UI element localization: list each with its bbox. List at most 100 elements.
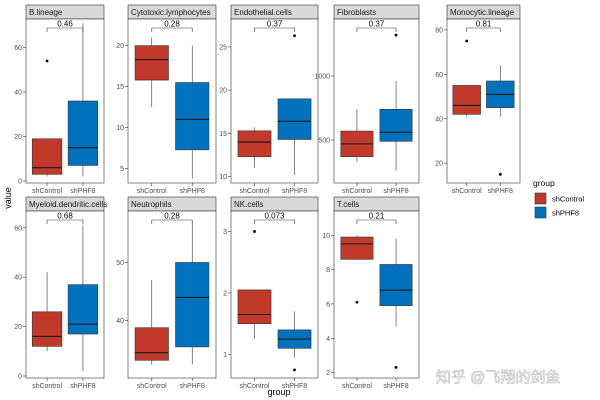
y-tick-label-t-cells: 10 xyxy=(322,233,330,240)
y-tick-label-neutrophils: 50 xyxy=(116,260,124,267)
box-neutrophils-shphf8 xyxy=(175,262,210,348)
y-tick-label-b-lineage: 40 xyxy=(14,90,22,97)
strip-title-neutrophils: Neutrophils xyxy=(131,200,171,209)
strip-title-monocytic-lineage: Monocytic.lineage xyxy=(450,8,515,17)
box-nk-cells-shcontrol xyxy=(237,289,272,325)
y-tick-label-b-lineage: 60 xyxy=(14,45,22,52)
outlier-monocytic-lineage-shcontrol xyxy=(465,39,469,43)
outlier-t-cells-shphf8 xyxy=(394,366,398,369)
legend: group shControl shPHF8 xyxy=(533,178,584,219)
y-tick-label-monocytic-lineage: 60 xyxy=(435,72,443,79)
outlier-monocytic-lineage-shphf8 xyxy=(498,172,502,176)
y-tick-label-nk-cells: 2 xyxy=(223,290,227,297)
x-tick-label-nk-cells: shPHF8 xyxy=(282,383,307,390)
pvalue-bracket-t-cells xyxy=(356,219,397,224)
y-tick-label-monocytic-lineage: 20 xyxy=(435,161,443,168)
y-tick-label-cytotoxic-lymphocytes: 15 xyxy=(116,84,124,91)
x-tick-label-endothelial-cells: shPHF8 xyxy=(282,188,307,195)
y-tick-label-b-lineage: 20 xyxy=(14,134,22,141)
panel-t-cells: T.cells 2 4 6 8 10 shControl shPHF8 0.21 xyxy=(322,196,420,390)
x-tick-label-t-cells: shControl xyxy=(342,383,372,390)
x-tick-label-cytotoxic-lymphocytes: shControl xyxy=(137,188,167,195)
panel-nk-cells: NK.cells 1 2 3 shControl shPHF8 0.073 xyxy=(223,196,319,390)
y-tick-label-neutrophils: 40 xyxy=(116,318,124,325)
box-b-lineage-shcontrol xyxy=(31,138,63,175)
pvalue-label-b-lineage: 0.46 xyxy=(57,20,73,29)
y-tick-label-nk-cells: 3 xyxy=(223,229,227,236)
box-myeloid-dendritic-cells-shcontrol xyxy=(31,311,63,347)
x-axis-title: group xyxy=(267,387,290,397)
panel-myeloid-dendritic-cells: Myeloid.dendritic.cells 0 20 40 60 shControl s… xyxy=(14,196,107,390)
y-tick-label-monocytic-lineage: 80 xyxy=(435,27,443,34)
legend-label-shcontrol: shControl xyxy=(552,195,584,204)
x-tick-label-monocytic-lineage: shControl xyxy=(452,188,482,195)
y-tick-label-b-lineage: 0 xyxy=(18,179,22,186)
y-tick-label-t-cells: 4 xyxy=(326,336,330,343)
legend-title: group xyxy=(533,178,555,188)
panel-fibroblasts: Fibroblasts 500 1000 shControl shPHF8 0.37 xyxy=(314,4,420,195)
pvalue-label-neutrophils: 0.28 xyxy=(164,212,180,221)
outlier-t-cells-shcontrol xyxy=(355,300,359,304)
outlier-fibroblasts-shphf8 xyxy=(394,33,398,37)
x-tick-label-fibroblasts: shPHF8 xyxy=(383,188,408,195)
y-tick-label-myeloid-dendritic-cells: 40 xyxy=(14,275,22,282)
y-axis-title: value xyxy=(3,187,13,209)
box-cytotoxic-lymphocytes-shphf8 xyxy=(175,82,210,151)
y-tick-label-monocytic-lineage: 40 xyxy=(435,116,443,123)
x-tick-label-myeloid-dendritic-cells: shControl xyxy=(32,383,62,390)
strip-title-fibroblasts: Fibroblasts xyxy=(337,8,376,17)
pvalue-label-t-cells: 0.21 xyxy=(369,212,385,221)
legend-swatch-shphf8 xyxy=(534,206,547,219)
y-tick-label-endothelial-cells: 15 xyxy=(219,131,227,138)
y-tick-label-endothelial-cells: 20 xyxy=(219,88,227,95)
outlier-endothelial-cells-shphf8 xyxy=(293,34,296,38)
outlier-nk-cells-shphf8 xyxy=(293,368,296,372)
box-t-cells-shcontrol xyxy=(340,236,374,260)
strip-title-t-cells: T.cells xyxy=(337,200,359,209)
x-tick-label-b-lineage: shControl xyxy=(32,188,62,195)
box-cytotoxic-lymphocytes-shcontrol xyxy=(134,45,169,81)
pvalue-label-monocytic-lineage: 0.81 xyxy=(476,20,492,29)
x-tick-label-cytotoxic-lymphocytes: shPHF8 xyxy=(180,188,205,195)
pvalue-label-myeloid-dendritic-cells: 0.68 xyxy=(57,212,73,221)
y-tick-label-endothelial-cells: 25 xyxy=(219,44,227,51)
pvalue-bracket-endothelial-cells xyxy=(254,27,295,32)
watermark-text: 知乎 @飞翔的剑鱼 xyxy=(436,368,560,386)
box-endothelial-cells-shcontrol xyxy=(237,130,272,158)
y-tick-label-cytotoxic-lymphocytes: 20 xyxy=(116,43,124,50)
x-tick-label-neutrophils: shPHF8 xyxy=(180,383,205,390)
y-tick-label-t-cells: 8 xyxy=(326,267,330,274)
pvalue-label-nk-cells: 0.073 xyxy=(264,212,285,221)
panel-endothelial-cells: Endothelial.cells 10 15 20 25 shControl shPHF8… xyxy=(219,4,319,195)
x-tick-label-monocytic-lineage: shPHF8 xyxy=(488,188,513,195)
box-b-lineage-shphf8 xyxy=(67,100,99,166)
box-fibroblasts-shphf8 xyxy=(379,109,413,142)
legend-label-shphf8: shPHF8 xyxy=(552,209,579,218)
y-tick-label-t-cells: 2 xyxy=(326,370,330,377)
y-tick-label-nk-cells: 1 xyxy=(223,352,227,359)
outlier-b-lineage-shcontrol xyxy=(45,59,49,63)
x-tick-label-myeloid-dendritic-cells: shPHF8 xyxy=(70,383,95,390)
pvalue-bracket-fibroblasts xyxy=(356,27,397,32)
x-tick-label-b-lineage: shPHF8 xyxy=(70,188,95,195)
y-tick-label-myeloid-dendritic-cells: 0 xyxy=(18,374,22,381)
x-tick-label-t-cells: shPHF8 xyxy=(383,383,408,390)
box-endothelial-cells-shphf8 xyxy=(277,98,312,140)
x-tick-label-neutrophils: shControl xyxy=(137,383,167,390)
pvalue-bracket-nk-cells xyxy=(254,219,295,224)
y-tick-label-t-cells: 6 xyxy=(326,301,330,308)
box-myeloid-dendritic-cells-shphf8 xyxy=(67,284,99,335)
panel-neutrophils: Neutrophils 40 50 shControl shPHF8 0.28 xyxy=(116,196,217,390)
outlier-nk-cells-shcontrol xyxy=(253,230,256,233)
panel-monocytic-lineage: Monocytic.lineage 20 40 60 80 shControl shPHF8… xyxy=(435,4,521,195)
pvalue-bracket-myeloid-dendritic-cells xyxy=(46,219,84,224)
box-monocytic-lineage-shcontrol xyxy=(452,85,481,115)
box-neutrophils-shcontrol xyxy=(134,327,169,361)
x-tick-label-endothelial-cells: shControl xyxy=(240,188,270,195)
y-tick-label-cytotoxic-lymphocytes: 5 xyxy=(120,166,124,173)
strip-title-b-lineage: B.lineage xyxy=(29,8,63,17)
y-tick-label-fibroblasts: 500 xyxy=(318,138,330,145)
strip-title-myeloid-dendritic-cells: Myeloid.dendritic.cells xyxy=(29,200,107,209)
y-tick-label-fibroblasts: 1000 xyxy=(314,74,330,81)
